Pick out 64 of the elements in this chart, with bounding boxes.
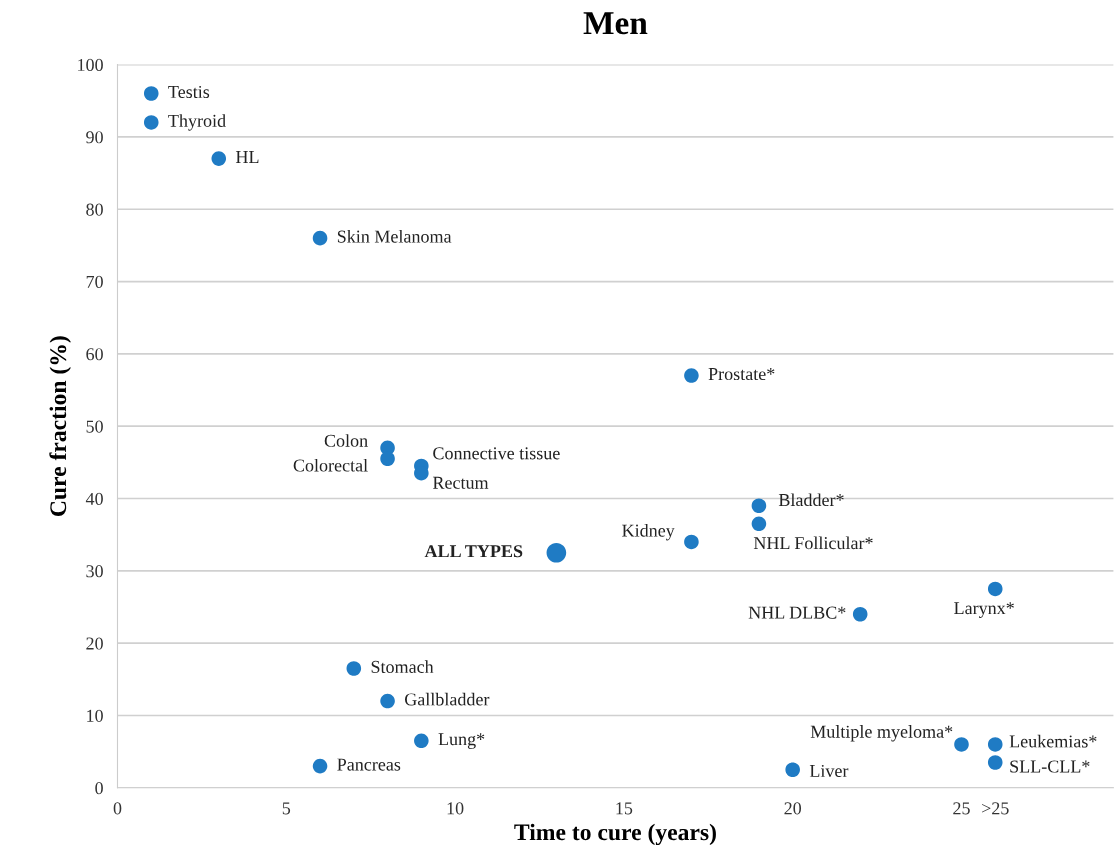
point bbox=[346, 661, 362, 676]
x-tick-label: 20 bbox=[784, 802, 802, 815]
point bbox=[954, 737, 969, 752]
annotation: Gallbladder bbox=[404, 692, 490, 706]
point bbox=[312, 230, 328, 246]
y-axis-title: Cure fraction (%) bbox=[49, 336, 71, 516]
point bbox=[211, 151, 227, 166]
annotation: Liver bbox=[809, 764, 849, 778]
x-tick-label: 5 bbox=[282, 802, 291, 815]
annotation: Colorectal bbox=[293, 458, 368, 472]
annotation: ALL TYPES bbox=[424, 545, 523, 558]
annotation: Rectum bbox=[432, 476, 489, 489]
x-tick-label: >25 bbox=[982, 802, 1009, 815]
point bbox=[751, 516, 767, 532]
annotation: Leukemias* bbox=[1009, 734, 1097, 748]
annotation: Colon bbox=[324, 434, 368, 447]
point bbox=[380, 451, 395, 467]
x-axis-title: Time to cure (years) bbox=[514, 823, 716, 846]
annotation: Multiple myeloma* bbox=[810, 725, 953, 742]
annotation: NHL DLBC* bbox=[748, 606, 846, 619]
annotation: Larynx* bbox=[954, 602, 1014, 618]
y-tick-label: 10 bbox=[87, 709, 103, 722]
annotation: NHL Follicular* bbox=[753, 536, 873, 550]
annotation: Skin Melanoma bbox=[337, 229, 452, 243]
y-tick-label: 40 bbox=[85, 492, 103, 505]
annotation: Kidney bbox=[622, 523, 675, 541]
x-tick-label: 25 bbox=[953, 802, 970, 815]
annotation: HL bbox=[235, 151, 259, 163]
annotation: Thyroid bbox=[168, 114, 226, 131]
y-tick-label: 20 bbox=[86, 637, 103, 650]
annotation: Pancreas bbox=[337, 758, 401, 771]
y-tick-label: 90 bbox=[86, 131, 103, 144]
point bbox=[684, 368, 699, 383]
point bbox=[852, 606, 868, 622]
annotation: Stomach bbox=[371, 660, 434, 673]
point bbox=[684, 534, 699, 550]
y-tick-label: 80 bbox=[86, 203, 103, 216]
x-tick-label: 10 bbox=[447, 802, 464, 815]
y-tick-label: 30 bbox=[86, 565, 103, 578]
point bbox=[751, 498, 767, 514]
point bbox=[785, 762, 800, 778]
point bbox=[380, 693, 395, 709]
point bbox=[312, 758, 328, 774]
point bbox=[143, 86, 159, 101]
y-tick-label: 0 bbox=[95, 782, 103, 795]
annotation: Testis bbox=[168, 85, 210, 99]
annotation: Prostate* bbox=[708, 368, 775, 381]
point bbox=[143, 115, 159, 130]
y-tick-label: 70 bbox=[86, 275, 103, 288]
point bbox=[987, 737, 1003, 752]
annotation: Connective tissue bbox=[433, 447, 560, 460]
point bbox=[987, 581, 1003, 597]
y-tick-label: 60 bbox=[86, 348, 103, 361]
chart-title: Men bbox=[583, 12, 648, 35]
annotation: SLL-CLL* bbox=[1010, 760, 1090, 773]
point bbox=[414, 733, 429, 749]
x-tick-label: 15 bbox=[616, 802, 633, 815]
y-tick-label: 50 bbox=[86, 420, 103, 433]
y-tick-label: 100 bbox=[78, 58, 103, 72]
point bbox=[546, 542, 567, 563]
annotation: Lung* bbox=[438, 733, 485, 749]
annotation: Bladder* bbox=[778, 493, 844, 507]
x-tick-label: 0 bbox=[113, 802, 122, 815]
point bbox=[987, 755, 1003, 770]
